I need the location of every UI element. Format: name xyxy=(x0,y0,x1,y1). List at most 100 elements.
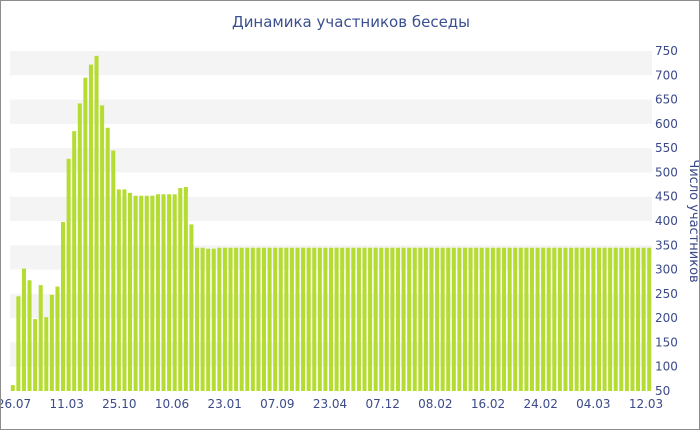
bar xyxy=(21,268,26,391)
bar xyxy=(122,189,127,391)
bar xyxy=(485,247,490,391)
y-tick-label: 350 xyxy=(655,238,678,252)
bar xyxy=(340,247,345,391)
y-axis-title: Число участников xyxy=(686,159,700,282)
bar xyxy=(312,247,317,391)
y-tick-label: 400 xyxy=(655,214,678,228)
bar xyxy=(94,55,99,391)
bar xyxy=(395,247,401,391)
x-tick-label: 10.06 xyxy=(155,397,189,411)
x-tick-label: 07.09 xyxy=(260,397,294,411)
bar xyxy=(150,195,155,391)
bar xyxy=(507,247,512,391)
bar xyxy=(608,247,613,391)
bar xyxy=(234,247,239,391)
bar xyxy=(55,286,60,391)
x-tick-label: 24.02 xyxy=(523,397,557,411)
bar xyxy=(602,247,607,391)
bar xyxy=(116,189,121,391)
bar xyxy=(38,285,43,391)
x-tick-label: 12.03 xyxy=(629,397,663,411)
bar xyxy=(278,247,283,391)
bar xyxy=(362,247,367,391)
bar xyxy=(468,247,473,391)
bar xyxy=(10,385,15,391)
grid-band xyxy=(10,99,652,124)
bar xyxy=(613,247,618,391)
grid-band xyxy=(10,148,652,173)
bar xyxy=(345,247,350,391)
bar xyxy=(524,247,529,391)
bar xyxy=(390,247,395,391)
bar xyxy=(379,247,384,391)
bar xyxy=(429,247,434,391)
y-tick-label: 600 xyxy=(655,117,678,131)
bar xyxy=(111,150,116,391)
x-tick-label: 08.02 xyxy=(418,397,452,411)
bar xyxy=(183,187,188,391)
bar xyxy=(423,247,428,391)
bar xyxy=(178,187,183,391)
bar xyxy=(105,127,110,391)
y-tick-label: 700 xyxy=(655,68,678,82)
bar xyxy=(27,280,32,391)
bar xyxy=(407,247,412,391)
y-tick-label: 200 xyxy=(655,311,678,325)
bar xyxy=(647,247,652,391)
bar xyxy=(451,247,456,391)
bar xyxy=(462,247,467,391)
bar xyxy=(418,247,423,391)
bar xyxy=(546,247,551,391)
bar xyxy=(256,247,261,391)
bar xyxy=(351,247,356,391)
bar xyxy=(384,247,389,391)
y-tick-label: 150 xyxy=(655,335,678,349)
y-tick-label: 650 xyxy=(655,93,678,107)
bar xyxy=(636,247,641,391)
x-tick-label: 23.01 xyxy=(207,397,241,411)
bar xyxy=(585,247,590,391)
bar xyxy=(502,247,507,391)
bar xyxy=(317,247,322,391)
bar xyxy=(72,131,77,391)
chart-title: Динамика участников беседы xyxy=(231,13,471,31)
bar xyxy=(496,247,501,391)
bar xyxy=(474,247,479,391)
bar xyxy=(100,105,105,392)
y-tick-label: 300 xyxy=(655,263,678,277)
bar xyxy=(161,194,166,391)
bar xyxy=(535,247,540,391)
y-tick-label: 450 xyxy=(655,190,678,204)
x-tick-label: 16.02 xyxy=(471,397,505,411)
bar xyxy=(228,247,233,391)
bar xyxy=(155,194,160,391)
x-tick-label: 23.04 xyxy=(313,397,347,411)
bar xyxy=(412,247,417,391)
bar xyxy=(563,247,568,391)
bar xyxy=(128,192,133,391)
y-tick-label: 100 xyxy=(655,360,678,374)
bar xyxy=(446,247,451,391)
bar xyxy=(195,247,200,391)
bar xyxy=(624,247,629,391)
bar xyxy=(529,247,534,391)
bar xyxy=(641,247,646,391)
bar xyxy=(306,247,311,391)
bar xyxy=(144,195,149,391)
y-axis-ticks: 50 100 150 200 250 300 350 400 450 500 550 600 650 70… xyxy=(655,44,678,398)
grid-band xyxy=(10,51,652,76)
bar xyxy=(222,247,227,391)
bar xyxy=(33,319,38,391)
bar xyxy=(44,317,49,391)
y-tick-label: 750 xyxy=(655,44,678,58)
bar xyxy=(61,221,66,391)
bar xyxy=(301,247,306,391)
bar xyxy=(289,247,294,391)
bar xyxy=(167,194,172,391)
bar xyxy=(552,247,557,391)
bar xyxy=(373,247,378,391)
bar xyxy=(200,247,205,391)
bar xyxy=(580,247,585,391)
bar xyxy=(591,247,596,391)
